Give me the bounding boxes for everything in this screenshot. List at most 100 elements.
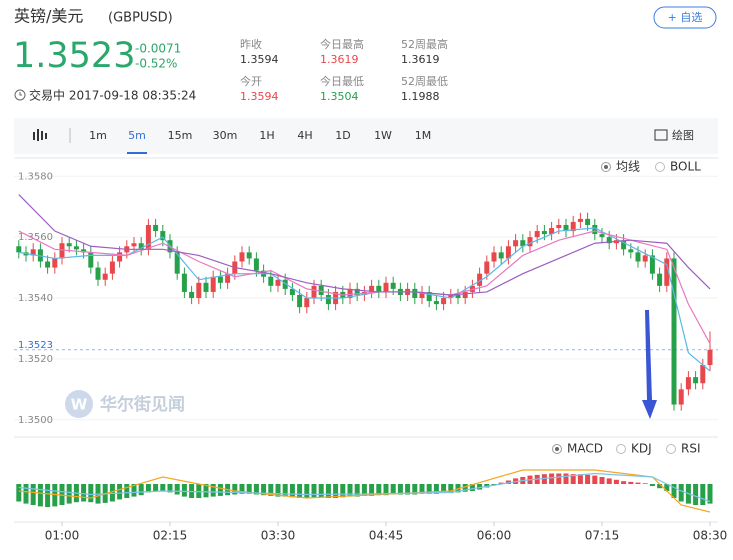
candle-body [621,240,627,250]
candle-body [628,249,634,253]
candle-body [412,288,418,299]
macd-bar [109,484,115,502]
macd-bar [16,484,22,502]
clock-hand [19,92,22,96]
indicator-option[interactable]: RSI [681,442,701,456]
candle-body [664,258,670,286]
macd-bar [642,483,648,484]
candle-body [513,240,519,247]
candle-body [527,237,533,247]
radio[interactable] [666,444,676,454]
interval[interactable]: 1W [374,129,392,142]
candle-body [376,285,382,292]
candle-body [181,273,187,292]
x-tick-label: 07:15 [585,529,620,543]
candle-body [160,231,166,241]
candle-body [433,301,439,305]
change-pct: -0.52% [135,57,177,71]
macd-bar [66,484,72,504]
radio[interactable] [616,444,626,454]
candle-body [700,364,706,384]
macd-bar [426,484,432,494]
macd-bar [304,484,310,498]
y-tick-label: 1.3580 [18,171,53,182]
candle-body [153,224,159,232]
y-tick-label: 1.3500 [18,415,53,426]
macd-bar [462,484,468,492]
macd-bar [340,484,346,498]
stat-label: 昨收 [240,37,262,51]
macd-bar [383,484,389,496]
draw-tool[interactable]: 绘图 [672,128,694,142]
macd-bar [613,479,619,484]
candle-body [505,246,511,259]
indicator-option[interactable]: BOLL [670,160,701,174]
macd-bar [592,475,598,484]
stat-label: 今日最低 [320,74,364,88]
symbol: (GBPUSD) [108,11,173,26]
active-underline [127,152,147,154]
candle-body [138,243,144,250]
macd-bar [361,484,367,496]
interval-active[interactable]: 5m [128,129,146,142]
interval[interactable]: 1H [259,129,274,142]
macd-bar [498,482,504,484]
macd-bar [246,484,252,494]
interval[interactable]: 1D [335,129,350,142]
radio[interactable] [655,162,665,172]
candle-body [369,285,375,292]
watch-button[interactable] [653,6,717,29]
macd-bar [282,484,288,497]
macd-bar [649,484,655,487]
indicator-option[interactable]: MACD [567,442,603,456]
candle-body [109,261,115,274]
macd-bar [678,484,684,502]
candle-body [52,258,58,268]
candle-body [88,252,94,268]
macd-bar [59,484,65,505]
candle-body [275,279,281,286]
macd-bar [297,484,303,498]
candle-body [693,377,699,384]
radio-dot [555,447,559,451]
candle-body [635,252,641,262]
interval[interactable]: 4H [297,129,312,142]
indicator-option[interactable]: KDJ [631,442,652,456]
candle-body [131,243,137,247]
interval[interactable]: 30m [213,129,238,142]
candle-body [599,234,605,238]
watch-button-label[interactable]: + 自选 [668,11,703,24]
macd-bar [131,484,137,497]
price: 1.3523 [13,36,135,76]
stat-value: 1.3594 [240,90,279,103]
candle-body [685,377,691,390]
candle-body [426,291,432,302]
candle-body [541,231,547,235]
indicator-option[interactable]: 均线 [616,160,640,174]
interval[interactable]: 1m [89,129,107,142]
macd-bar [621,481,627,484]
macd-bar [707,484,713,504]
macd-bar [390,484,396,495]
stat-value: 1.3619 [320,53,359,66]
x-tick-label: 06:00 [477,529,512,543]
candle-body [441,298,447,305]
y-tick-label: 1.3540 [18,293,53,304]
candle-body [225,273,231,283]
candle-body [196,282,202,299]
macd-bar [556,473,562,484]
draw-icon [654,129,668,141]
interval[interactable]: 15m [168,129,193,142]
candle-body [462,291,468,299]
stat-label: 今日最高 [320,37,364,51]
candle-body [549,228,555,235]
x-tick-label: 03:30 [261,529,296,543]
macd-bar [585,474,591,484]
candle-body [289,288,295,295]
macd-bar [81,484,87,502]
candle-body [253,258,259,271]
interval[interactable]: 1M [415,129,432,142]
macd-bar [203,484,209,498]
candle-body [304,298,310,308]
